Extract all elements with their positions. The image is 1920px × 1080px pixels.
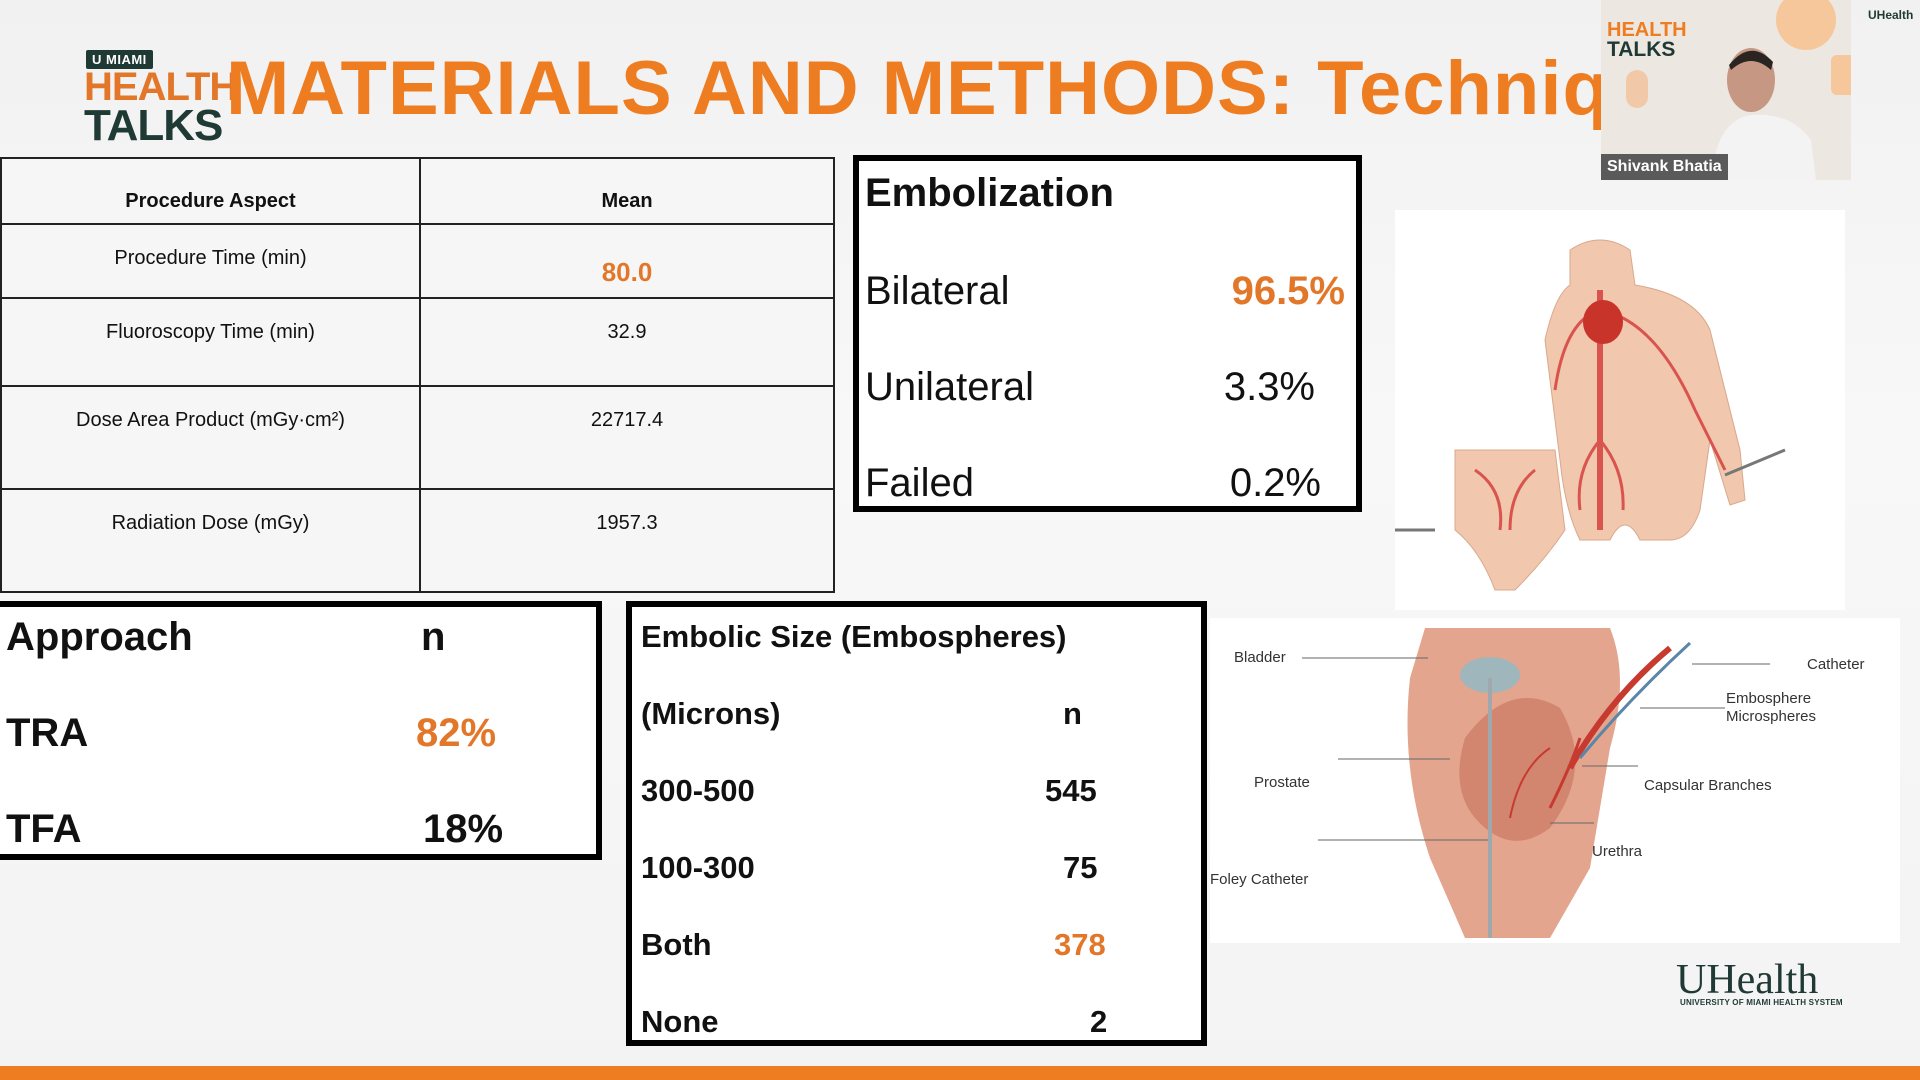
- approach-label: TFA: [6, 807, 82, 851]
- table-cell-mean: 32.9: [419, 297, 835, 387]
- label-foley-catheter: Foley Catheter: [1210, 871, 1309, 888]
- logo-talks: TALKS: [84, 101, 223, 150]
- uhealth-corner-logo: UHealth: [1868, 8, 1914, 22]
- procedure-table: Procedure Aspect Mean Procedure Time (mi…: [0, 157, 835, 593]
- column-header-aspect: Procedure Aspect: [0, 157, 421, 225]
- aspect-label: Procedure Time (min): [114, 247, 307, 269]
- embolization-label: Bilateral: [865, 269, 1010, 313]
- mean-value: 1957.3: [596, 512, 658, 534]
- embolization-box: Embolization Bilateral 96.5% Unilateral …: [853, 155, 1362, 512]
- vascular-anatomy-illustration: [1395, 210, 1845, 610]
- label-catheter: Catheter: [1807, 656, 1865, 673]
- label-bladder: Bladder: [1234, 649, 1286, 666]
- embolic-size-value: 545: [1045, 773, 1097, 808]
- table-row: Dose Area Product (mGy·cm²) 22717.4: [0, 385, 835, 490]
- table-row: Fluoroscopy Time (min) 32.9: [0, 297, 835, 387]
- mean-value: 32.9: [607, 321, 647, 343]
- aspect-label: Radiation Dose (mGy): [111, 512, 310, 534]
- prostate-embolization-diagram: Bladder Catheter Embosphere Microspheres…: [1210, 618, 1900, 943]
- table-cell-aspect: Procedure Time (min): [0, 223, 421, 299]
- embolization-value: 96.5%: [1231, 269, 1345, 313]
- embolic-size-label: None: [641, 1004, 719, 1039]
- approach-header: Approach: [6, 615, 193, 659]
- bottom-accent-bar: [0, 1066, 1920, 1080]
- embolic-size-subtitle: (Microns): [641, 696, 781, 731]
- embolic-size-box: Embolic Size (Embospheres) (Microns) n 3…: [626, 601, 1207, 1046]
- aspect-label: Dose Area Product (mGy·cm²): [76, 409, 345, 431]
- embolic-size-value: 75: [1063, 850, 1098, 885]
- uhealth-subtitle: UNIVERSITY OF MIAMI HEALTH SYSTEM: [1680, 998, 1843, 1007]
- embolization-row-unilateral: Unilateral 3.3%: [865, 365, 1345, 410]
- embolic-size-label: Both: [641, 927, 712, 962]
- table-cell-aspect: Radiation Dose (mGy): [0, 488, 421, 593]
- prostate-svg: [1302, 628, 1770, 938]
- speaker-webcam: HEALTH TALKS Shivank Bhatia: [1601, 0, 1851, 180]
- table-cell-mean: 1957.3: [419, 488, 835, 593]
- webcam-overlay-health: HEALTH: [1607, 19, 1687, 41]
- body-svg: [1395, 239, 1786, 591]
- table-row: Procedure Time (min) 80.0: [0, 223, 835, 299]
- speaker-video: [1601, 0, 1851, 180]
- embolization-label: Unilateral: [865, 365, 1034, 409]
- approach-label: TRA: [6, 711, 89, 755]
- logo-miami: U MIAMI: [86, 50, 153, 69]
- label-prostate: Prostate: [1254, 774, 1310, 791]
- slide-title: MATERIALS AND METHODS: Technique: [226, 46, 1701, 131]
- column-header-mean: Mean: [419, 157, 835, 225]
- embolic-size-value: 378: [1054, 927, 1106, 962]
- embolic-size-title: Embolic Size (Embospheres): [641, 619, 1067, 654]
- label-capsular-branches: Capsular Branches: [1644, 777, 1772, 794]
- logo-health: HEALTH: [84, 65, 238, 109]
- embolic-size-label: 100-300: [641, 850, 755, 885]
- uhealth-mark: UHealth: [1676, 957, 1819, 1003]
- webcam-overlay-talks: TALKS: [1607, 38, 1676, 61]
- embolization-title: Embolization: [865, 171, 1114, 215]
- label-embosphere: Embosphere: [1726, 690, 1812, 707]
- embolic-size-n-header: n: [1063, 696, 1082, 731]
- table-row: Radiation Dose (mGy) 1957.3: [0, 488, 835, 593]
- embolic-size-label: 300-500: [641, 773, 755, 808]
- approach-value: 82%: [416, 711, 497, 755]
- speaker-name: Shivank Bhatia: [1601, 154, 1728, 180]
- mean-value: 22717.4: [590, 409, 664, 431]
- approach-n-header: n: [421, 615, 446, 659]
- embolization-label: Failed: [865, 461, 974, 505]
- approach-box: Approach n TRA 82% TFA 18%: [0, 601, 602, 860]
- uhealth-logo: UHealth UNIVERSITY OF MIAMI HEALTH SYSTE…: [1676, 956, 1843, 1012]
- embolic-size-value: 2: [1090, 1004, 1108, 1039]
- label-microspheres: Microspheres: [1726, 708, 1817, 725]
- health-talks-logo: U MIAMI HEALTH TALKS: [84, 50, 238, 148]
- table-header-row: Procedure Aspect Mean: [0, 157, 835, 225]
- table-cell-aspect: Dose Area Product (mGy·cm²): [0, 385, 421, 490]
- embolization-row-failed: Failed 0.2%: [865, 461, 1345, 506]
- aspect-label: Fluoroscopy Time (min): [106, 321, 315, 343]
- label-urethra: Urethra: [1592, 843, 1643, 860]
- embolization-row-bilateral: Bilateral 96.5%: [865, 269, 1345, 314]
- embolization-value: 3.3%: [1223, 365, 1315, 409]
- table-cell-aspect: Fluoroscopy Time (min): [0, 297, 421, 387]
- approach-value: 18%: [423, 807, 504, 851]
- embolization-value: 0.2%: [1229, 461, 1321, 505]
- mean-value: 80.0: [601, 257, 653, 287]
- table-cell-mean: 80.0: [419, 223, 835, 299]
- table-cell-mean: 22717.4: [419, 385, 835, 490]
